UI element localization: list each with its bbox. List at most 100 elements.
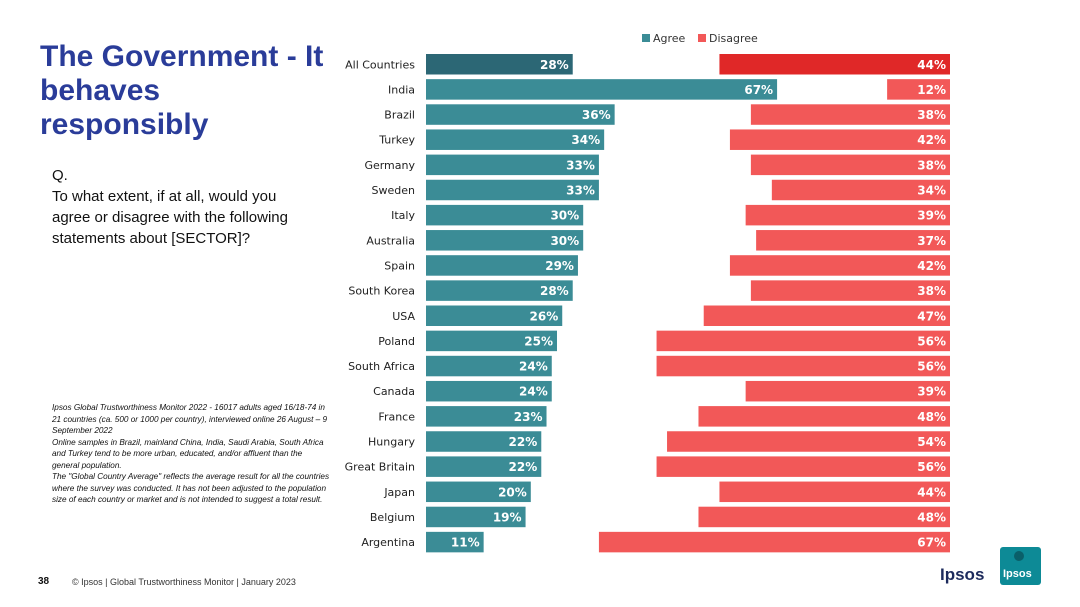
- disagree-bar: [745, 380, 950, 402]
- agree-bar: [426, 305, 563, 326]
- agree-bar: [426, 531, 484, 553]
- disagree-value-label: 44%: [917, 485, 946, 499]
- disagree-value-label: 67%: [917, 536, 946, 550]
- legend-agree-swatch: [642, 34, 650, 42]
- question-prefix: Q.: [52, 167, 68, 184]
- agree-bar: [426, 481, 531, 503]
- disagree-bar: [598, 531, 950, 553]
- agree-bar: [426, 230, 584, 251]
- agree-bar: [426, 154, 599, 176]
- disagree-bar: [656, 355, 950, 377]
- agree-bar: [426, 456, 542, 477]
- disagree-value-label: 56%: [917, 460, 946, 474]
- agree-value-label: 67%: [744, 83, 773, 97]
- agree-value-label: 24%: [519, 385, 548, 399]
- disagree-value-label: 34%: [917, 184, 946, 198]
- disagree-value-label: 42%: [917, 259, 946, 273]
- disagree-bar: [656, 456, 950, 477]
- category-label: Germany: [364, 159, 415, 172]
- agree-value-label: 22%: [509, 460, 538, 474]
- agree-value-label: 22%: [509, 435, 538, 449]
- disagree-value-label: 47%: [917, 309, 946, 323]
- agree-value-label: 26%: [530, 309, 559, 323]
- agree-value-label: 28%: [540, 58, 569, 72]
- agree-value-label: 25%: [524, 334, 553, 348]
- disagree-value-label: 44%: [917, 58, 946, 72]
- ipsos-logo-text: Ipsos: [940, 565, 985, 584]
- category-label: India: [388, 83, 415, 96]
- disagree-bar: [698, 506, 950, 528]
- note-line: The "Global Country Average" reflects th…: [52, 472, 330, 504]
- agree-value-label: 33%: [566, 158, 595, 172]
- category-label: Japan: [383, 486, 415, 499]
- disagree-value-label: 38%: [917, 284, 946, 298]
- agree-bar: [426, 380, 552, 402]
- disagree-value-label: 37%: [917, 234, 946, 248]
- agree-bar: [426, 255, 578, 276]
- category-label: Brazil: [384, 109, 415, 122]
- disagree-value-label: 39%: [917, 385, 946, 399]
- page-title: The Government - It behaves responsibly: [40, 40, 324, 141]
- agree-bar: [426, 129, 605, 150]
- disagree-value-label: 42%: [917, 133, 946, 147]
- category-label: Poland: [378, 335, 415, 348]
- agree-bar: [426, 179, 599, 201]
- agree-bar: [426, 506, 526, 528]
- legend-disagree-swatch: [698, 34, 706, 42]
- agree-bar: [426, 431, 542, 452]
- disagree-value-label: 56%: [917, 360, 946, 374]
- disagree-bar: [719, 481, 950, 503]
- disagree-bar: [756, 230, 950, 251]
- disagree-bar: [698, 406, 950, 427]
- note-line: Online samples in Brazil, mainland China…: [52, 437, 324, 470]
- category-label: Italy: [391, 209, 415, 222]
- disagree-bar: [703, 305, 950, 326]
- disagree-bar: [729, 255, 950, 276]
- category-label: South Korea: [348, 285, 415, 298]
- question-text: To what extent, if at all, would you agr…: [52, 188, 288, 247]
- agree-value-label: 23%: [514, 410, 543, 424]
- page-number: 38: [38, 576, 50, 587]
- methodology-note: Ipsos Global Trustworthiness Monitor 202…: [52, 402, 330, 506]
- category-label: Sweden: [372, 184, 415, 197]
- category-label: Great Britain: [345, 461, 415, 474]
- category-label: South Africa: [348, 360, 415, 373]
- agree-bar: [426, 54, 573, 75]
- agree-value-label: 19%: [493, 510, 522, 524]
- disagree-bar: [656, 330, 950, 352]
- agree-value-label: 20%: [498, 485, 527, 499]
- agree-bar: [426, 280, 573, 301]
- category-label: Australia: [366, 234, 415, 247]
- agree-value-label: 34%: [571, 133, 600, 147]
- legend-disagree-label: Disagree: [709, 32, 758, 45]
- agree-value-label: 11%: [451, 536, 480, 550]
- disagree-value-label: 38%: [917, 158, 946, 172]
- agree-value-label: 30%: [550, 209, 579, 223]
- agree-bar: [426, 204, 584, 226]
- agree-value-label: 24%: [519, 360, 548, 374]
- category-label: Belgium: [370, 511, 415, 524]
- disagree-value-label: 48%: [917, 410, 946, 424]
- agree-bar: [426, 330, 557, 352]
- disagree-bar: [750, 154, 950, 176]
- category-label: Spain: [384, 259, 415, 272]
- agree-value-label: 28%: [540, 284, 569, 298]
- category-label: USA: [392, 310, 415, 323]
- disagree-value-label: 39%: [917, 209, 946, 223]
- disagree-value-label: 56%: [917, 334, 946, 348]
- footer-copyright: © Ipsos | Global Trustworthiness Monitor…: [72, 577, 296, 587]
- category-label: Turkey: [378, 134, 415, 147]
- category-label: France: [378, 410, 415, 423]
- note-line: Ipsos Global Trustworthiness Monitor 202…: [52, 403, 328, 435]
- agree-value-label: 33%: [566, 184, 595, 198]
- disagree-bar: [771, 179, 950, 201]
- disagree-value-label: 12%: [917, 83, 946, 97]
- disagree-bar: [745, 204, 950, 226]
- ipsos-logo-box-text: Ipsos: [1003, 568, 1032, 580]
- agree-value-label: 30%: [550, 234, 579, 248]
- agree-bar: [426, 79, 778, 100]
- category-label: All Countries: [345, 58, 415, 71]
- question-block: Q. To what extent, if at all, would you …: [52, 165, 312, 249]
- agree-bar: [426, 104, 615, 125]
